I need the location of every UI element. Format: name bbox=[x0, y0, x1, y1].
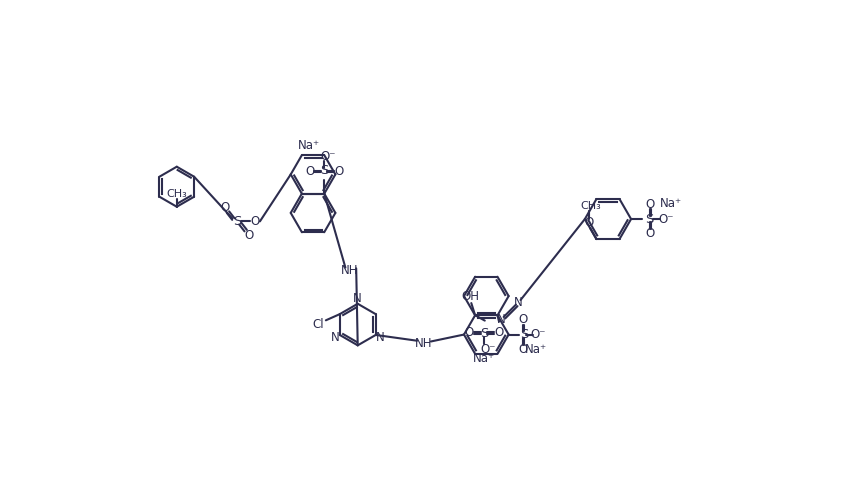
Text: N: N bbox=[331, 331, 339, 344]
Text: S: S bbox=[233, 215, 241, 228]
Text: Na⁺: Na⁺ bbox=[473, 352, 495, 365]
Text: O: O bbox=[245, 229, 254, 242]
Text: O: O bbox=[305, 165, 315, 178]
Text: O⁻: O⁻ bbox=[481, 343, 496, 356]
Text: O: O bbox=[646, 227, 655, 240]
Text: O: O bbox=[519, 314, 528, 326]
Text: O: O bbox=[584, 216, 593, 228]
Text: S: S bbox=[480, 327, 488, 340]
Text: NH: NH bbox=[341, 264, 359, 277]
Text: N: N bbox=[497, 313, 505, 326]
Text: O: O bbox=[251, 215, 260, 228]
Text: NH: NH bbox=[415, 337, 432, 350]
Text: Na⁺: Na⁺ bbox=[298, 139, 320, 152]
Text: O⁻: O⁻ bbox=[321, 150, 336, 163]
Text: CH₃: CH₃ bbox=[167, 189, 187, 199]
Text: Na⁺: Na⁺ bbox=[525, 344, 547, 357]
Text: S: S bbox=[320, 164, 328, 177]
Text: O: O bbox=[494, 326, 504, 339]
Text: O⁻: O⁻ bbox=[658, 213, 674, 226]
Text: S: S bbox=[520, 328, 528, 341]
Text: CH₃: CH₃ bbox=[580, 201, 600, 211]
Text: N: N bbox=[353, 292, 363, 305]
Text: O: O bbox=[646, 198, 655, 211]
Text: N: N bbox=[376, 331, 385, 344]
Text: N: N bbox=[514, 296, 522, 309]
Text: O⁻: O⁻ bbox=[530, 328, 545, 341]
Text: O: O bbox=[220, 201, 229, 214]
Text: Na⁺: Na⁺ bbox=[660, 197, 682, 210]
Text: OH: OH bbox=[462, 291, 480, 304]
Text: Cl: Cl bbox=[312, 318, 324, 331]
Text: O: O bbox=[334, 165, 344, 178]
Text: O: O bbox=[465, 326, 474, 339]
Text: O: O bbox=[519, 343, 528, 356]
Text: S: S bbox=[646, 213, 654, 226]
